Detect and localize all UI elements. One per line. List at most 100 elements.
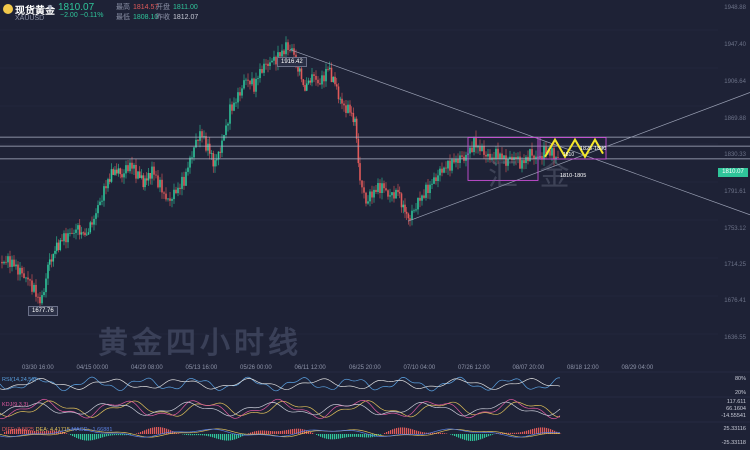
candle-body	[457, 158, 459, 163]
candle-body	[461, 155, 463, 157]
stat-open: 开盘 1811.00	[156, 4, 198, 11]
macd-bar	[480, 434, 482, 440]
candle-body	[249, 80, 251, 85]
y-tick-label: 1948.88	[724, 5, 746, 11]
macd-bar	[488, 434, 490, 437]
macd-bar	[370, 434, 372, 438]
x-tick-label: 08/07 20:00	[512, 365, 545, 371]
candle-body	[543, 146, 545, 160]
candle-body	[45, 278, 47, 293]
macd-bar	[82, 434, 84, 440]
candle-body	[108, 179, 111, 182]
candle-body	[219, 151, 222, 153]
candle-body	[177, 187, 179, 194]
candle-body	[451, 159, 453, 171]
macd-bar	[172, 431, 174, 434]
macd-bar	[114, 434, 116, 436]
candle-body	[142, 175, 145, 188]
macd-bar	[412, 429, 414, 434]
macd-bar	[264, 430, 266, 434]
macd-bar	[328, 434, 330, 440]
macd-bar	[78, 434, 80, 439]
macd-bar	[544, 427, 546, 434]
macd-bar	[202, 434, 204, 436]
indicator-rsi-label[interactable]: RSI(14,24,56)	[2, 377, 37, 383]
candle-body	[78, 225, 81, 235]
macd-bar	[200, 434, 202, 436]
candle-body	[243, 80, 245, 89]
price-change: −2.00	[60, 12, 78, 19]
watermark-title: 黄金四小时线	[98, 326, 302, 361]
macd-bar	[164, 428, 166, 434]
macd-bar	[384, 432, 386, 434]
macd-bar	[88, 434, 90, 441]
candle-body	[93, 218, 95, 225]
chevron-down-icon[interactable]: ▼	[46, 3, 54, 12]
macd-bar	[312, 432, 314, 434]
candle-body	[339, 98, 342, 100]
macd-bar	[112, 434, 114, 436]
candle-body	[137, 171, 139, 179]
candle-body	[203, 136, 205, 137]
macd-bar	[196, 434, 198, 436]
candle-body	[155, 174, 157, 176]
candle-body	[47, 264, 49, 279]
candle-body	[65, 233, 67, 243]
candle-body	[127, 165, 129, 172]
candle-body	[447, 160, 449, 169]
candle-body	[207, 143, 209, 151]
candle-body	[210, 153, 213, 154]
macd-bar	[108, 434, 110, 436]
candle-body	[354, 118, 356, 123]
candle-body	[121, 174, 123, 178]
forecast-box	[539, 137, 607, 160]
candle-body	[123, 173, 125, 178]
indicator-kdj-label[interactable]: KDJ(9,3,3)	[2, 402, 29, 408]
y-tick-label: 1791.61	[724, 189, 746, 195]
candle-body	[393, 192, 395, 199]
candle-body	[147, 172, 150, 181]
y-tick-label: 1869.88	[724, 116, 746, 122]
macd-bar	[296, 428, 298, 434]
candle-body	[33, 284, 35, 292]
candle-body	[131, 162, 133, 169]
candle-body	[223, 135, 225, 141]
macd-bar	[430, 432, 432, 434]
candle-body	[214, 160, 216, 167]
macd-bar	[160, 427, 162, 434]
macd-bar	[286, 430, 288, 434]
candle-body	[189, 157, 191, 168]
candle-body	[359, 163, 361, 181]
macd-bar	[486, 434, 488, 438]
instrument-title[interactable]: 现货黄金	[15, 6, 55, 17]
candle-body	[91, 222, 93, 225]
macd-bar	[330, 434, 332, 440]
macd-bar	[48, 430, 50, 434]
candle-body	[101, 200, 103, 202]
candle-body	[285, 42, 287, 55]
candle-body	[167, 198, 169, 200]
candle-body	[197, 139, 199, 141]
macd-bar	[324, 434, 326, 439]
macd-scale-bottom: -25.33118	[721, 440, 746, 446]
candle-body	[335, 84, 338, 87]
candle-body	[261, 69, 263, 73]
macd-bar	[138, 432, 140, 434]
macd-bar	[346, 434, 348, 438]
candle-body	[205, 136, 207, 151]
macd-bar	[538, 427, 540, 434]
candle-body	[505, 155, 507, 166]
macd-bar	[20, 428, 22, 434]
candle-body	[305, 83, 308, 91]
macd-bar	[102, 434, 104, 438]
macd-bar	[230, 434, 232, 441]
macd-bar	[222, 434, 224, 441]
indicator-macd-label[interactable]: DIFF: 3.5825 DEA: 4.41715 MACD: -1.66881	[2, 427, 113, 433]
macd-bar	[106, 434, 108, 437]
candle-body	[404, 204, 406, 212]
candle-body	[425, 184, 427, 198]
current-price: 1810.07	[58, 2, 95, 13]
candle-body	[391, 192, 393, 196]
macd-bar	[298, 428, 300, 434]
